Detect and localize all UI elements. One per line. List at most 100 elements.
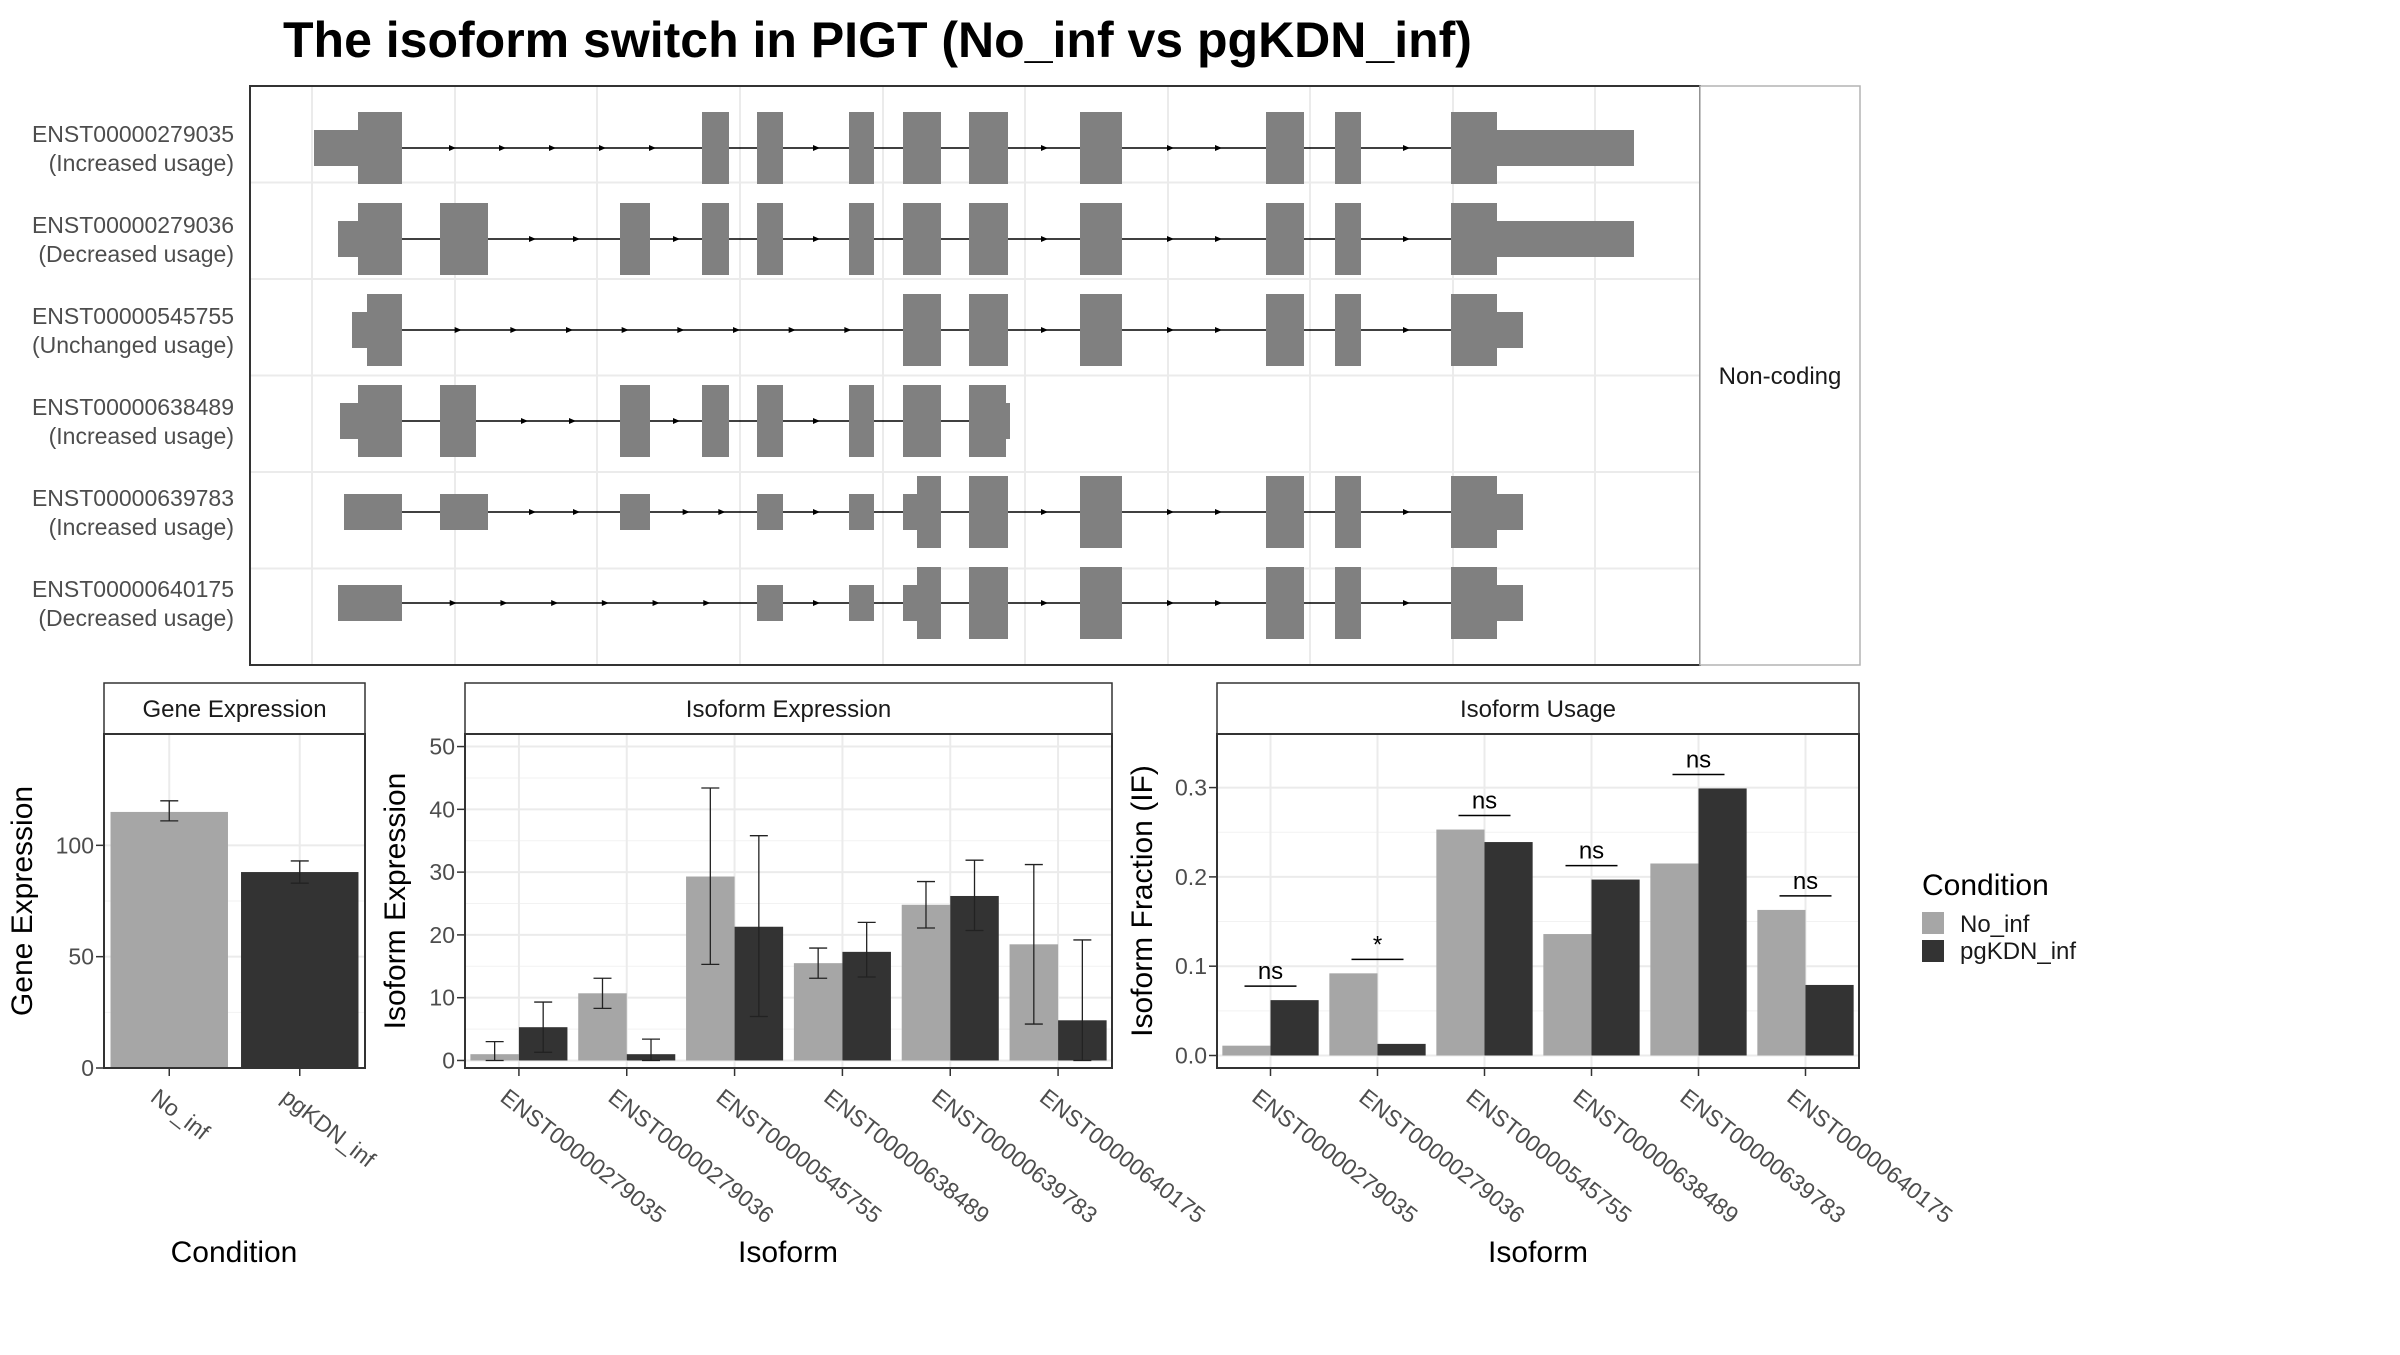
y-tick-label: 20 [429, 922, 455, 948]
exon-block [620, 494, 650, 530]
strand-arrow [813, 236, 820, 242]
isoform-row-label: ENST00000545755 [32, 303, 234, 329]
exon-block [849, 385, 874, 457]
isoform-row-label: ENST00000639783 [32, 485, 234, 511]
exon-block [1080, 203, 1122, 275]
isoform-row-usage: (Decreased usage) [38, 241, 234, 267]
exon-block [903, 203, 941, 275]
exon-block [367, 294, 402, 366]
exon-block [358, 203, 402, 275]
bar [1591, 879, 1640, 1056]
y-tick-label: 50 [68, 944, 94, 970]
exon-block [757, 494, 783, 530]
panel-border [103, 733, 366, 1069]
y-axis-title: Isoform Fraction (IF) [1126, 765, 1159, 1037]
exon-block [1451, 294, 1497, 366]
exon-block [969, 567, 1008, 639]
strand-arrow [1403, 327, 1410, 333]
exon-block [440, 494, 488, 530]
exon-block [620, 203, 650, 275]
strand-arrow [673, 418, 680, 424]
strand-arrow [500, 600, 508, 606]
isoform-row-usage: (Increased usage) [49, 514, 234, 540]
bar [1270, 1000, 1319, 1056]
legend-title: Condition [1922, 869, 2049, 902]
exon-block [1497, 585, 1523, 621]
exon-block [440, 203, 488, 275]
exon-block [1451, 476, 1497, 548]
exon-block [1266, 112, 1304, 184]
legend: Condition No_inf pgKDN_inf [1922, 869, 2076, 965]
exon-block [1266, 476, 1304, 548]
strand-arrow [449, 600, 457, 606]
strand-arrow [703, 600, 711, 606]
exon-block [1266, 203, 1304, 275]
x-tick-label: pgKDN_inf [277, 1083, 381, 1172]
strand-arrow [1215, 145, 1222, 151]
bar [1484, 842, 1533, 1056]
transcript-track [340, 385, 1010, 457]
exon-block [903, 294, 941, 366]
strand-arrow [499, 145, 506, 151]
exon-block [969, 476, 1008, 548]
isoform-structure-panel: Non-coding ENST00000279035 (Increased usag… [32, 85, 1861, 666]
significance-label: ns [1579, 838, 1604, 865]
strand-arrow [682, 509, 690, 515]
exon-block [1451, 567, 1497, 639]
bar [901, 904, 951, 1061]
legend-label-pgkdn-inf: pgKDN_inf [1960, 938, 2076, 965]
exon-block [1335, 476, 1361, 548]
exon-block [1497, 130, 1634, 166]
panel-strip-label: Isoform Usage [1460, 696, 1616, 723]
exon-block [849, 494, 874, 530]
strand-arrow [1215, 509, 1222, 515]
strand-arrow [1215, 600, 1222, 606]
exon-block [1080, 476, 1122, 548]
strand-arrow [813, 509, 820, 515]
significance-label: ns [1472, 788, 1497, 815]
strand-arrow [529, 236, 536, 242]
isoform-row-usage: (Decreased usage) [38, 605, 234, 631]
exon-block [849, 203, 874, 275]
bar [241, 872, 359, 1068]
y-tick-label: 40 [429, 796, 455, 822]
exon-block [1006, 403, 1010, 439]
exon-block [1335, 567, 1361, 639]
strand-arrow [1215, 236, 1222, 242]
strand-arrow [1041, 600, 1048, 606]
isoform-row-label: ENST00000279036 [32, 212, 234, 238]
transcript-track [338, 203, 1634, 275]
panel-border [1216, 733, 1860, 1069]
exon-block [969, 294, 1008, 366]
exon-block [903, 112, 941, 184]
exon-block [1451, 112, 1497, 184]
strand-arrow [677, 327, 685, 333]
exon-block [358, 385, 402, 457]
exon-block [917, 476, 941, 548]
strand-arrow [551, 600, 559, 606]
strand-arrow [1403, 145, 1410, 151]
strand-arrow [621, 327, 629, 333]
exon-block [969, 203, 1008, 275]
strand-arrow [813, 418, 820, 424]
exon-block [917, 567, 941, 639]
y-tick-label: 100 [56, 832, 94, 858]
significance-label: * [1373, 931, 1382, 958]
strand-arrow [569, 418, 576, 424]
exon-block [903, 385, 941, 457]
exon-block [757, 585, 783, 621]
strand-arrow [449, 145, 456, 151]
bar [1543, 934, 1592, 1056]
bar [793, 963, 843, 1061]
exon-block [344, 494, 402, 530]
bar [1329, 973, 1378, 1056]
strand-arrow [844, 327, 852, 333]
strand-arrow [1403, 600, 1410, 606]
exon-block [757, 385, 783, 457]
exon-block [1497, 221, 1634, 257]
strand-arrow [813, 145, 820, 151]
y-tick-label: 0.1 [1175, 953, 1207, 979]
exon-block [440, 385, 476, 457]
exon-block [1335, 203, 1361, 275]
